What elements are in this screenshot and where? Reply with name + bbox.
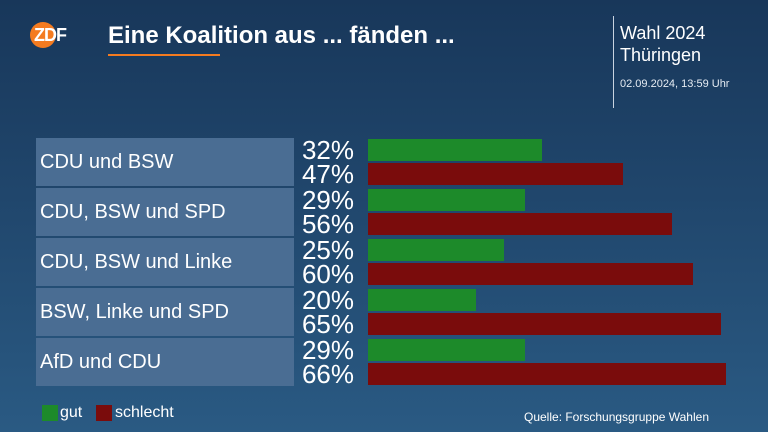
- data-label-gut: 20%: [301, 285, 355, 315]
- bar-schlecht: [368, 313, 721, 335]
- data-label-gut: 29%: [301, 335, 355, 365]
- data-label-schlecht: 66%: [301, 359, 355, 389]
- category-label: CDU und BSW: [40, 150, 174, 173]
- category-label: BSW, Linke und SPD: [40, 300, 229, 323]
- header-divider: [613, 16, 614, 108]
- data-label-schlecht: 56%: [301, 209, 355, 239]
- category-label-box: BSW, Linke und SPD: [36, 288, 294, 336]
- category-label-box: CDU, BSW und Linke: [36, 238, 294, 286]
- bar-gut: [368, 189, 526, 211]
- data-label-gut: 29%: [301, 185, 355, 215]
- bar-gut: [368, 239, 504, 261]
- legend-swatch-bad: [96, 405, 112, 421]
- category-label-box: CDU, BSW und SPD: [36, 188, 294, 236]
- election-title: Wahl 2024 Thüringen: [620, 23, 706, 65]
- bar-gut: [368, 139, 542, 161]
- category-label-box: AfD und CDU: [36, 338, 294, 386]
- source-note: Quelle: Forschungsgruppe Wahlen: [524, 410, 709, 424]
- data-label-gut: 32%: [301, 135, 355, 165]
- bar-schlecht: [368, 363, 726, 385]
- zdf-logo: ZDF: [30, 22, 82, 48]
- logo-circle-icon: [30, 22, 56, 48]
- bar-gut: [368, 289, 477, 311]
- bar-schlecht: [368, 213, 672, 235]
- bar-schlecht: [368, 263, 694, 285]
- category-label: CDU, BSW und SPD: [40, 200, 226, 223]
- bar-gut: [368, 339, 526, 361]
- data-label-gut: 25%: [301, 235, 355, 265]
- legend-swatch-good: [42, 405, 58, 421]
- category-label-box: CDU und BSW: [36, 138, 294, 186]
- logo-text: ZDF: [34, 25, 67, 45]
- legend-label-good: gut: [60, 404, 83, 421]
- chart-title: Eine Koalition aus ... fänden ...: [108, 22, 455, 49]
- bar-schlecht: [368, 163, 623, 185]
- legend-label-bad: schlecht: [115, 404, 174, 421]
- category-label: AfD und CDU: [40, 350, 162, 373]
- data-label-schlecht: 65%: [301, 309, 355, 339]
- data-label-schlecht: 60%: [301, 259, 355, 289]
- title-underline: [108, 54, 220, 56]
- category-label: CDU, BSW und Linke: [40, 250, 233, 273]
- data-label-schlecht: 47%: [301, 159, 355, 189]
- timestamp: 02.09.2024, 13:59 Uhr: [620, 78, 730, 90]
